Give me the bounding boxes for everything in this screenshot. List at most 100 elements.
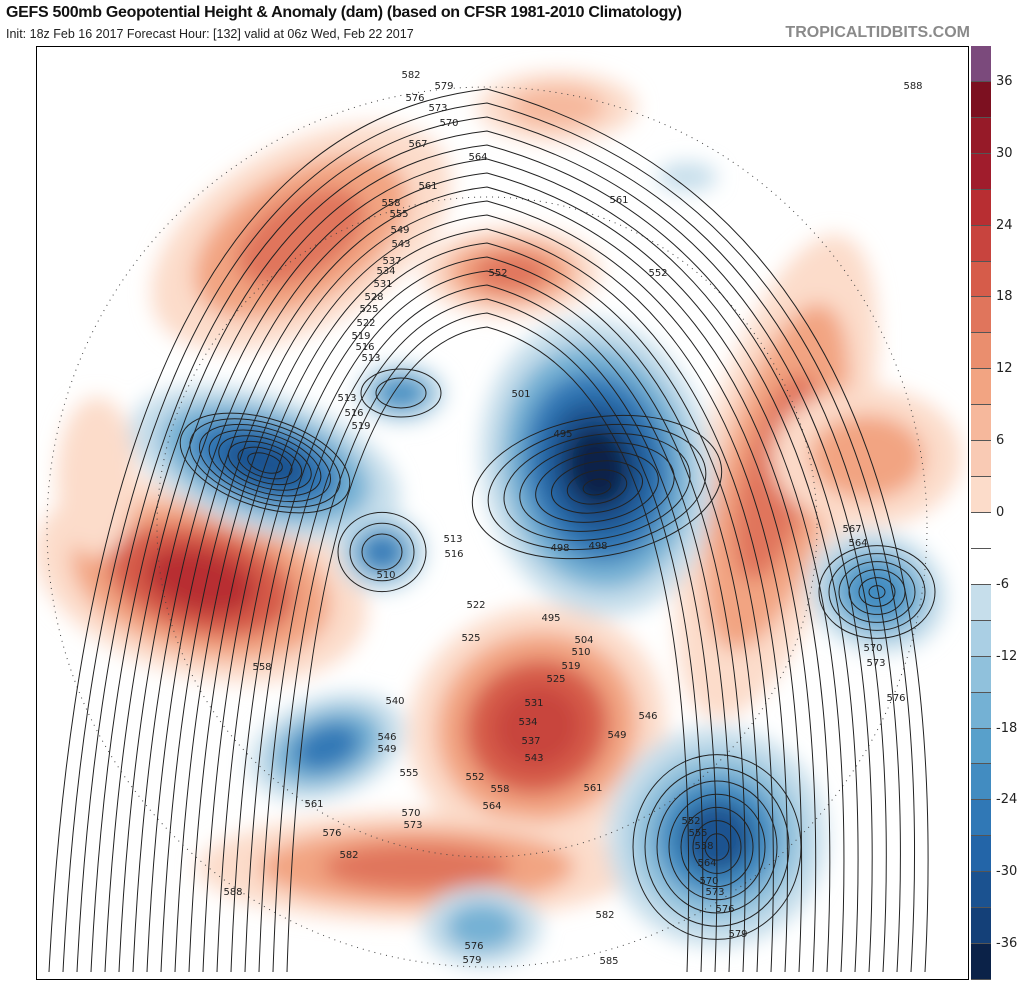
colorbar-segment (971, 189, 991, 226)
contour-label: 564 (468, 152, 487, 163)
contour-label: 534 (376, 266, 395, 277)
colorbar-segment (971, 692, 991, 729)
colorbar-tick-label: 18 (996, 289, 1013, 305)
contour-label: 561 (583, 783, 602, 794)
contour-label: 546 (377, 732, 396, 743)
anomaly-shading (847, 565, 907, 619)
colorbar-segment (971, 46, 991, 82)
colorbar-segment (971, 117, 991, 154)
height-contour (174, 214, 803, 973)
contour-label: 570 (439, 118, 458, 129)
contour-label: 558 (490, 784, 509, 795)
contour-label: 549 (607, 730, 626, 741)
contour-label: 513 (337, 393, 356, 404)
contour-label: 588 (903, 81, 922, 92)
colorbar-segment (971, 225, 991, 262)
height-contour (188, 228, 788, 973)
contour-label: 552 (681, 816, 700, 827)
colorbar-segment (971, 800, 991, 837)
contour-label: 588 (223, 887, 242, 898)
contour-label: 558 (381, 198, 400, 209)
height-contour (218, 435, 312, 491)
anomaly-shading (145, 547, 257, 615)
height-contour (237, 446, 293, 480)
colorbar-tick-label: -18 (996, 720, 1018, 736)
height-contour (375, 377, 427, 409)
contour-label: 516 (444, 549, 463, 560)
colorbar-tick-label: -36 (996, 936, 1018, 952)
height-contour (838, 561, 916, 623)
contour-label: 540 (385, 696, 404, 707)
contour-label: 549 (390, 225, 409, 236)
contour-label: 552 (648, 268, 667, 279)
contour-label: 531 (524, 698, 543, 709)
contour-label: 576 (464, 941, 483, 952)
height-contour (644, 767, 790, 927)
contour-label: 519 (561, 661, 580, 672)
contour-label: 516 (344, 408, 363, 419)
contour-label: 528 (364, 292, 383, 303)
colorbar-segment (971, 477, 991, 513)
contour-label: 579 (434, 81, 453, 92)
contour-label: 543 (524, 753, 543, 764)
colorbar-segment (971, 764, 991, 801)
colorbar-tick-label: 30 (996, 145, 1013, 161)
height-contour (48, 88, 929, 973)
height-contour (76, 116, 901, 973)
height-contour (471, 414, 723, 560)
height-contour (230, 270, 746, 973)
height-contour (202, 242, 774, 973)
anomaly-shading (322, 843, 512, 891)
colorbar-tick-label: 0 (996, 505, 1005, 520)
height-contour (487, 423, 707, 551)
contour-label: 534 (518, 717, 537, 728)
contour-label: 510 (376, 570, 395, 581)
contour-label: 582 (401, 70, 420, 81)
height-contour (503, 433, 691, 541)
contour-label: 567 (408, 139, 427, 150)
colorbar-tick-label: 36 (996, 73, 1013, 89)
colorbar-tick-label: 12 (996, 361, 1013, 377)
anomaly-shading (810, 415, 924, 499)
forecast-info: Init: 18z Feb 16 2017 Forecast Hour: [13… (6, 27, 414, 41)
contour-label: 513 (361, 353, 380, 364)
anomaly-shading (657, 162, 717, 192)
contour-label: 552 (465, 772, 484, 783)
contour-label: 516 (355, 342, 374, 353)
colorbar-segment (971, 261, 991, 298)
contour-label: 567 (842, 524, 861, 535)
contour-label: 561 (609, 195, 628, 206)
height-contour (818, 545, 936, 639)
height-contour (286, 326, 690, 973)
contour-label: 495 (541, 613, 560, 624)
contour-label: 504 (574, 635, 593, 646)
colorbar-segment (971, 81, 991, 118)
contour-label: 555 (399, 768, 418, 779)
height-contour (535, 451, 659, 523)
contour-label: 570 (699, 876, 718, 887)
colorbar-segment (971, 584, 991, 621)
contour-label: 558 (694, 841, 713, 852)
latitude-line (156, 196, 818, 858)
colorbar-tick-label: 24 (996, 217, 1013, 233)
contour-label: 579 (728, 929, 747, 940)
height-contour (828, 553, 926, 631)
contour-label: 552 (488, 268, 507, 279)
contour-label: 537 (521, 736, 540, 747)
contour-label: 531 (373, 279, 392, 290)
colorbar-tick-label: -6 (996, 576, 1009, 592)
latitude-line (46, 86, 928, 968)
contour-label: 549 (377, 744, 396, 755)
height-contour (258, 298, 718, 973)
colorbar-segment (971, 441, 991, 478)
contour-label: 525 (359, 304, 378, 315)
contour-label: 546 (638, 711, 657, 722)
contour-label: 585 (599, 956, 618, 967)
contour-label: 564 (848, 538, 867, 549)
colorbar-segment (971, 620, 991, 657)
contour-label: 522 (466, 600, 485, 611)
colorbar-segment (971, 728, 991, 765)
colorbar-segment (971, 153, 991, 190)
colorbar-tick-label: -30 (996, 864, 1018, 880)
contour-label: 555 (389, 209, 408, 220)
